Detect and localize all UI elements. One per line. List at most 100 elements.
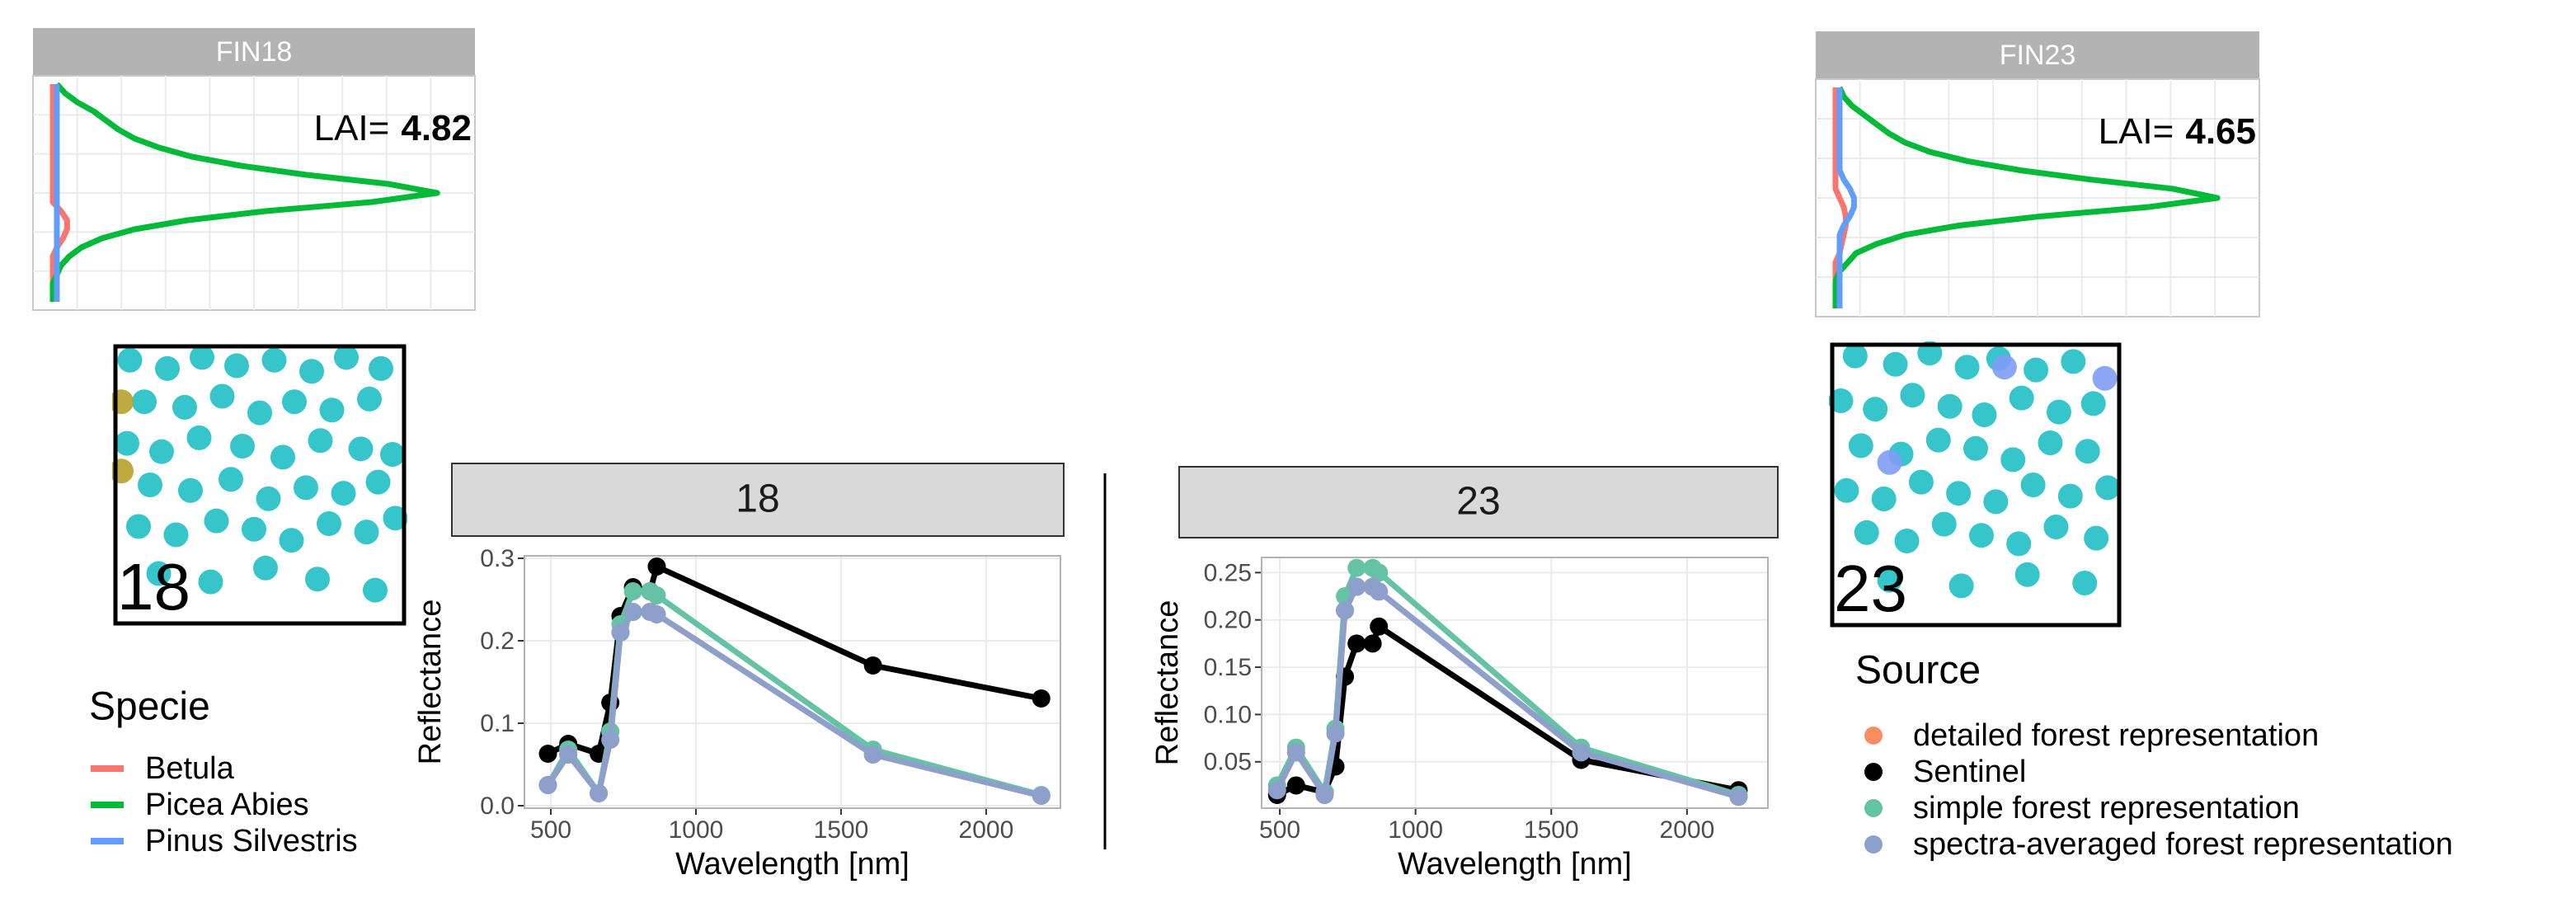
tree <box>1908 469 1934 495</box>
legend-title: Specie <box>89 685 210 729</box>
tree <box>2014 562 2040 587</box>
tree <box>2006 531 2032 557</box>
tree <box>1877 449 1902 475</box>
tree <box>1983 489 2009 515</box>
tree <box>294 475 318 501</box>
x-tick-label: 1500 <box>1524 816 1579 844</box>
tree <box>317 511 341 537</box>
tree <box>172 394 197 420</box>
map-frame <box>113 344 407 626</box>
annotation-value: 4.82 <box>401 108 472 148</box>
tree <box>380 442 405 468</box>
series-point <box>1326 724 1345 743</box>
plot-border <box>524 555 1061 809</box>
tree <box>1854 520 1879 545</box>
legend-label: Betula <box>145 751 235 786</box>
tree <box>279 528 304 553</box>
series-point <box>863 745 882 764</box>
tree <box>2061 349 2086 374</box>
tree <box>1948 573 1974 599</box>
tree <box>149 439 174 464</box>
tree <box>256 486 281 511</box>
y-tick-label: 0.15 <box>1204 654 1252 681</box>
series-point <box>590 784 609 802</box>
tree <box>2084 525 2109 551</box>
tree <box>2057 483 2083 509</box>
series-point <box>1729 788 1748 807</box>
map-frame <box>1830 342 2122 628</box>
y-tick-label: 0.20 <box>1204 607 1252 634</box>
tree <box>146 561 172 586</box>
y-tick-label: 0.3 <box>480 545 515 572</box>
x-tick-label: 2000 <box>959 816 1014 844</box>
tree <box>2080 391 2106 416</box>
tree <box>270 444 295 470</box>
series-point <box>1370 563 1389 582</box>
y-tick-label: 0.05 <box>1204 749 1252 776</box>
tree <box>2075 439 2100 464</box>
series-point <box>1032 689 1051 708</box>
y-tick-label: 0.1 <box>480 710 515 737</box>
x-tick-label: 1000 <box>669 816 724 844</box>
tree <box>2092 365 2118 391</box>
series-point <box>647 557 666 576</box>
tree <box>115 430 139 456</box>
tree <box>331 481 356 506</box>
tree <box>2000 447 2026 473</box>
tree <box>132 389 157 415</box>
tree <box>363 577 388 603</box>
tree <box>1991 355 2017 380</box>
tree <box>163 522 189 548</box>
x-axis-title: Wavelength [nm] <box>675 847 910 882</box>
series-point <box>559 745 578 764</box>
tree <box>1963 435 1988 461</box>
tree <box>282 389 307 415</box>
tree <box>155 355 180 381</box>
tree <box>126 514 151 539</box>
x-tick-label: 2000 <box>1660 816 1715 844</box>
density-curve <box>1832 87 1849 308</box>
series-point <box>538 776 557 794</box>
tree <box>190 345 214 370</box>
tree-layer <box>1829 341 2121 599</box>
series-point <box>1336 601 1355 620</box>
tree <box>2046 399 2071 425</box>
map-label: 18 <box>117 550 190 623</box>
series-point <box>1370 582 1389 601</box>
tree <box>1894 529 1920 553</box>
annotation-value: 4.65 <box>2185 111 2256 152</box>
series-point <box>1370 617 1389 636</box>
series-point <box>623 603 642 621</box>
x-tick-label: 1500 <box>814 816 869 844</box>
plot-border <box>1261 557 1769 809</box>
tree <box>186 425 212 450</box>
annotation: LAI= 4.65 <box>2099 111 2256 152</box>
tree <box>2038 430 2063 455</box>
legend-label: Sentinel <box>1913 755 2026 789</box>
density-curve <box>49 82 440 302</box>
tree <box>112 389 134 415</box>
tree <box>365 469 391 495</box>
tree <box>354 520 379 545</box>
tree <box>1863 397 1888 422</box>
tree <box>178 477 203 503</box>
legend-label: detailed forest representation <box>1913 718 2319 753</box>
tree <box>357 386 382 412</box>
tree <box>230 433 255 459</box>
legend-label: spectra-averaged forest representation <box>1913 827 2453 862</box>
tree <box>334 345 359 370</box>
legend-label: Pinus Silvestris <box>145 824 358 858</box>
x-axis-title: Wavelength [nm] <box>1398 847 1632 882</box>
y-tick-label: 0.25 <box>1204 559 1252 586</box>
annotation-label: LAI= <box>2099 111 2174 152</box>
tree <box>1848 433 1873 459</box>
series-point <box>647 605 666 623</box>
series-line <box>1274 584 1740 800</box>
tree <box>1946 481 1972 506</box>
tree <box>1968 523 1994 548</box>
strip <box>1816 31 2259 79</box>
tree <box>2020 473 2046 497</box>
tree <box>253 555 278 581</box>
tree <box>1954 355 1980 380</box>
strip <box>1178 466 1779 539</box>
